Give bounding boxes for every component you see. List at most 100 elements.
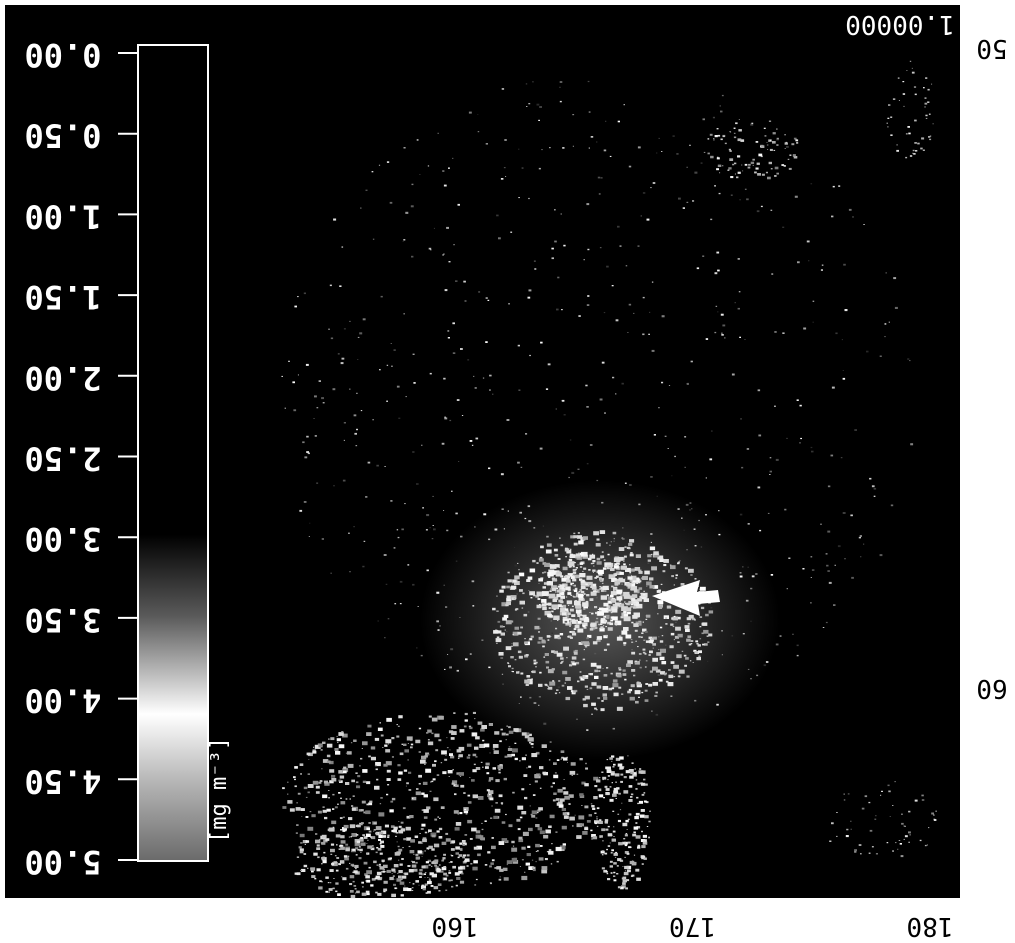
speckle (408, 789, 412, 791)
speckle (670, 632, 675, 636)
speckle (332, 887, 335, 890)
speckle (455, 884, 458, 887)
speckle (607, 610, 609, 612)
speckle (843, 263, 846, 266)
speckle (627, 576, 633, 580)
speckle (677, 562, 680, 565)
speckle (607, 845, 611, 847)
speckle (550, 636, 552, 637)
speckle (908, 841, 910, 843)
speckle (587, 634, 592, 638)
speckle (356, 890, 360, 894)
speckle (625, 770, 631, 774)
speckle (415, 791, 421, 796)
speckle (500, 632, 505, 636)
speckle (625, 833, 628, 835)
speckle (489, 865, 492, 868)
speckle (294, 305, 297, 308)
speckle (694, 545, 697, 547)
speckle (615, 781, 617, 783)
speckle (619, 602, 622, 604)
speckle (605, 788, 610, 791)
speckle (384, 744, 388, 747)
speckle (560, 601, 564, 604)
speckle (490, 882, 492, 885)
speckle (424, 877, 426, 878)
speckle (450, 848, 455, 851)
speckle (514, 581, 520, 585)
speckle (651, 638, 654, 640)
speckle (700, 586, 706, 591)
speckle (361, 892, 367, 896)
speckle (487, 299, 490, 301)
speckle (293, 409, 297, 412)
speckle (428, 845, 433, 849)
speckle (528, 289, 532, 292)
speckle (396, 832, 399, 834)
speckle (373, 822, 377, 825)
speckle (756, 210, 760, 213)
speckle (690, 643, 693, 645)
speckle (705, 477, 707, 479)
speckle (604, 819, 609, 822)
speckle (613, 540, 615, 542)
speckle (750, 161, 755, 165)
speckle (498, 878, 502, 881)
speckle (551, 247, 554, 250)
speckle (334, 806, 338, 809)
speckle (734, 173, 736, 175)
speckle (474, 526, 476, 528)
speckle (366, 879, 371, 883)
speckle (355, 781, 359, 784)
speckle (333, 861, 337, 864)
speckle (610, 772, 615, 776)
speckle (619, 859, 624, 862)
speckle (677, 641, 680, 643)
speckle (612, 683, 619, 688)
speckle (636, 796, 639, 799)
speckle (416, 139, 419, 141)
speckle (466, 865, 469, 867)
speckle (769, 457, 772, 459)
speckle (330, 337, 334, 340)
speckle (336, 844, 338, 846)
speckle (579, 573, 586, 578)
speckle (766, 144, 769, 146)
speckle (538, 578, 543, 582)
speckle (567, 561, 575, 566)
speckle (643, 590, 645, 592)
speckle (472, 753, 477, 757)
speckle (284, 407, 286, 409)
speckle (925, 114, 928, 117)
speckle (427, 877, 429, 878)
speckle (485, 341, 488, 343)
speckle (584, 685, 588, 688)
speckle (548, 759, 551, 761)
speckle (503, 167, 506, 169)
speckle (629, 860, 635, 865)
speckle (313, 418, 315, 419)
speckle (469, 440, 473, 442)
speckle (547, 602, 552, 606)
speckle (715, 305, 718, 307)
speckle (630, 796, 633, 798)
speckle (556, 571, 561, 575)
speckle (327, 882, 330, 884)
speckle (690, 640, 694, 642)
speckle (300, 808, 305, 811)
speckle (440, 870, 444, 873)
speckle (549, 750, 552, 752)
speckle (571, 656, 577, 660)
speckle (496, 595, 498, 597)
speckle (386, 400, 388, 402)
speckle (596, 636, 602, 640)
speckle (578, 593, 584, 598)
speckle (374, 737, 380, 741)
speckle (917, 142, 920, 145)
speckle (820, 523, 822, 525)
speckle (330, 843, 335, 846)
speckle (617, 813, 620, 815)
speckle (353, 885, 357, 887)
speckle (596, 807, 600, 810)
speckle (576, 592, 579, 594)
